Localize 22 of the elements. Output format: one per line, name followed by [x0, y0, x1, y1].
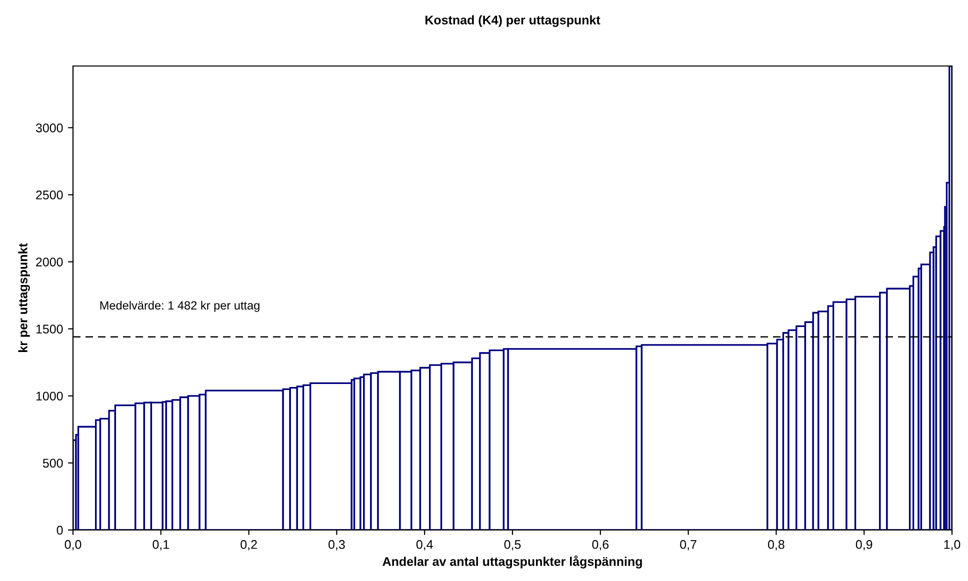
- x-tick-label: 0,0: [64, 540, 82, 550]
- x-tick-label: 0,8: [768, 540, 784, 550]
- y-axis-title: kr per uttagspunkt: [18, 243, 30, 352]
- x-tick-label: 0,7: [680, 540, 696, 550]
- x-tick-label: 0,5: [504, 540, 521, 550]
- x-tick-label: 0,4: [416, 540, 433, 550]
- annotation: Medelvärde: 1 482 kr per uttag: [100, 300, 260, 312]
- x-tick-label: 0,1: [152, 540, 169, 550]
- x-tick-label: 0,6: [592, 540, 609, 550]
- x-tick-label: 0,2: [240, 540, 257, 550]
- y-tick-label: 2500: [36, 190, 63, 200]
- y-tick-label: 2000: [36, 258, 63, 266]
- x-axis-title: Andelar av antal uttagspunkter lågspänning: [382, 556, 642, 568]
- x-tick-label: 0,9: [856, 540, 872, 550]
- x-tick-label: 0,3: [328, 540, 345, 550]
- y-tick-label: 1000: [36, 392, 63, 401]
- y-tick-label: 3000: [36, 123, 63, 132]
- y-tick-label: 0: [56, 526, 63, 535]
- y-tick-label: 500: [42, 458, 63, 468]
- chart-title: Kostnad (K4) per uttagspunkt: [425, 15, 600, 27]
- y-tick-label: 1500: [36, 324, 63, 334]
- x-tick-label: 1,0: [944, 540, 960, 550]
